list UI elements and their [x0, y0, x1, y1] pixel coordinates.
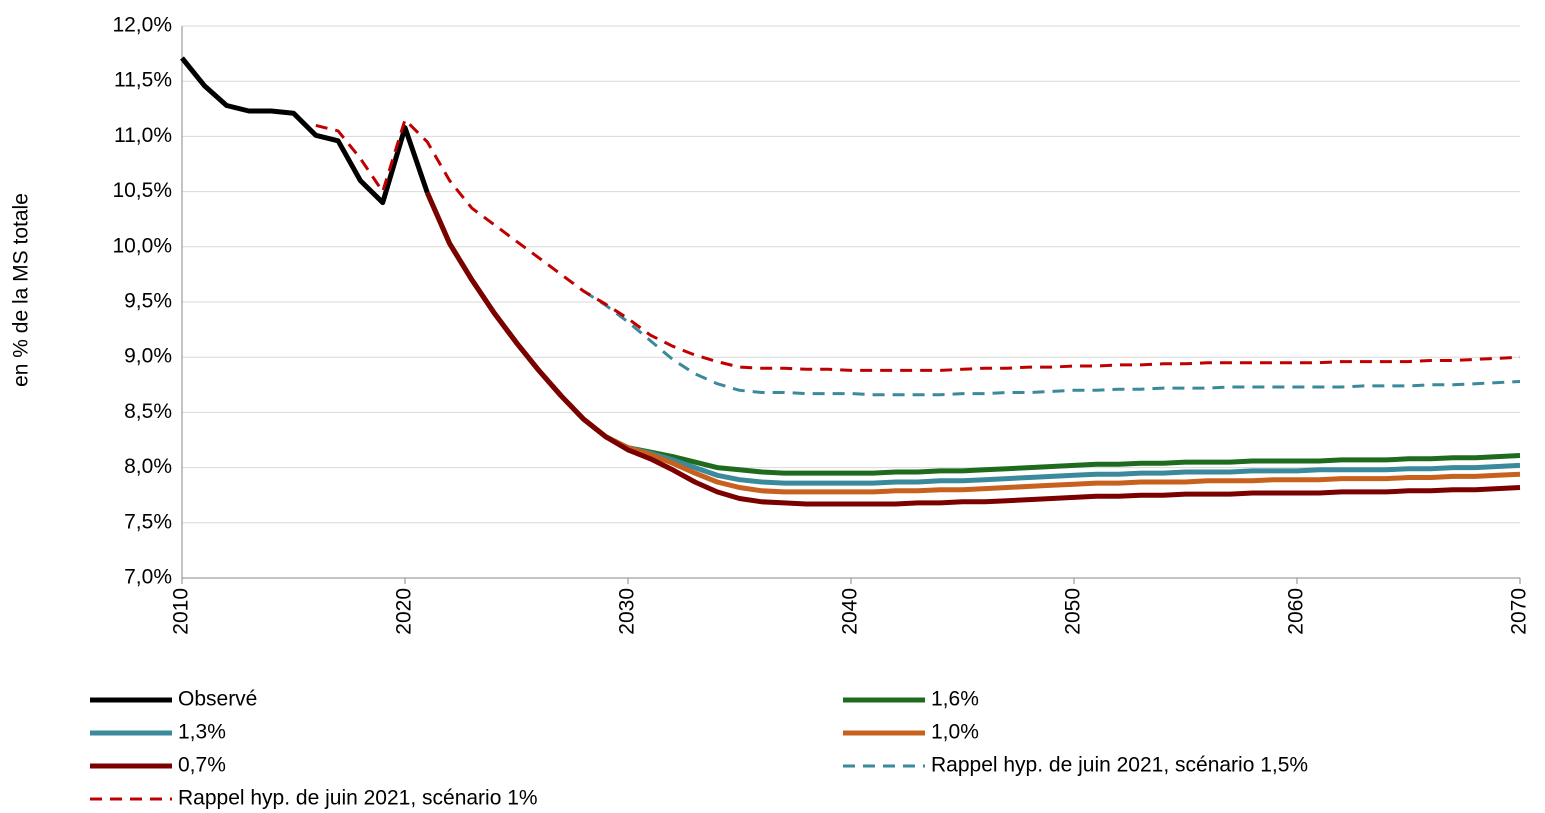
y-tick-label: 7,0% — [124, 566, 172, 589]
series-line — [425, 191, 1521, 495]
y-tick-label: 9,5% — [124, 290, 172, 313]
series-line — [425, 191, 1521, 507]
series-line — [315, 118, 1521, 372]
legend-label: 1,0% — [931, 721, 979, 744]
legend-label: 1,6% — [931, 688, 979, 711]
y-tick-label: 10,5% — [112, 179, 172, 202]
legend-label: 0,7% — [178, 754, 226, 777]
x-tick-label: 2040 — [839, 588, 862, 635]
y-tick-label: 12,0% — [112, 14, 172, 37]
x-tick-label: 2010 — [170, 588, 193, 635]
y-tick-label: 8,5% — [124, 400, 172, 423]
y-tick-label: 8,0% — [124, 455, 172, 478]
legend-label: Observé — [178, 688, 257, 711]
x-tick-label: 2060 — [1285, 588, 1308, 635]
series-line — [425, 191, 1521, 486]
legend-label: 1,3% — [178, 721, 226, 744]
legend-label: Rappel hyp. de juin 2021, scénario 1% — [178, 787, 538, 810]
x-tick-label: 2050 — [1062, 588, 1085, 635]
x-tick-label: 2020 — [393, 588, 416, 635]
y-tick-label: 11,0% — [114, 124, 172, 147]
legend-label: Rappel hyp. de juin 2021, scénario 1,5% — [931, 754, 1308, 777]
y-tick-label: 7,5% — [124, 510, 172, 533]
series-line — [425, 191, 1521, 476]
series-line — [180, 56, 430, 206]
y-tick-label: 10,0% — [112, 234, 172, 257]
y-tick-label: 9,0% — [124, 345, 172, 368]
x-tick-label: 2070 — [1508, 588, 1531, 635]
y-axis-title: en % de la MS totale — [10, 193, 33, 387]
y-tick-label: 11,5% — [114, 69, 172, 92]
x-tick-label: 2030 — [616, 588, 639, 635]
series-line — [582, 289, 1521, 397]
